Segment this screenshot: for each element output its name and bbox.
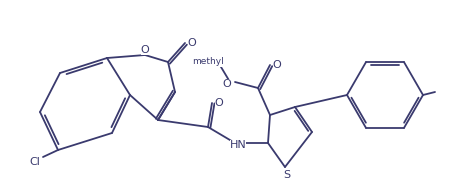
Text: O: O	[188, 38, 196, 48]
Text: S: S	[283, 170, 291, 180]
Text: methyl: methyl	[192, 57, 224, 66]
Text: O: O	[223, 79, 232, 89]
Text: O: O	[215, 98, 223, 108]
Text: O: O	[141, 45, 150, 55]
Text: Cl: Cl	[29, 157, 41, 167]
Text: O: O	[273, 60, 281, 70]
Text: HN: HN	[230, 140, 247, 150]
